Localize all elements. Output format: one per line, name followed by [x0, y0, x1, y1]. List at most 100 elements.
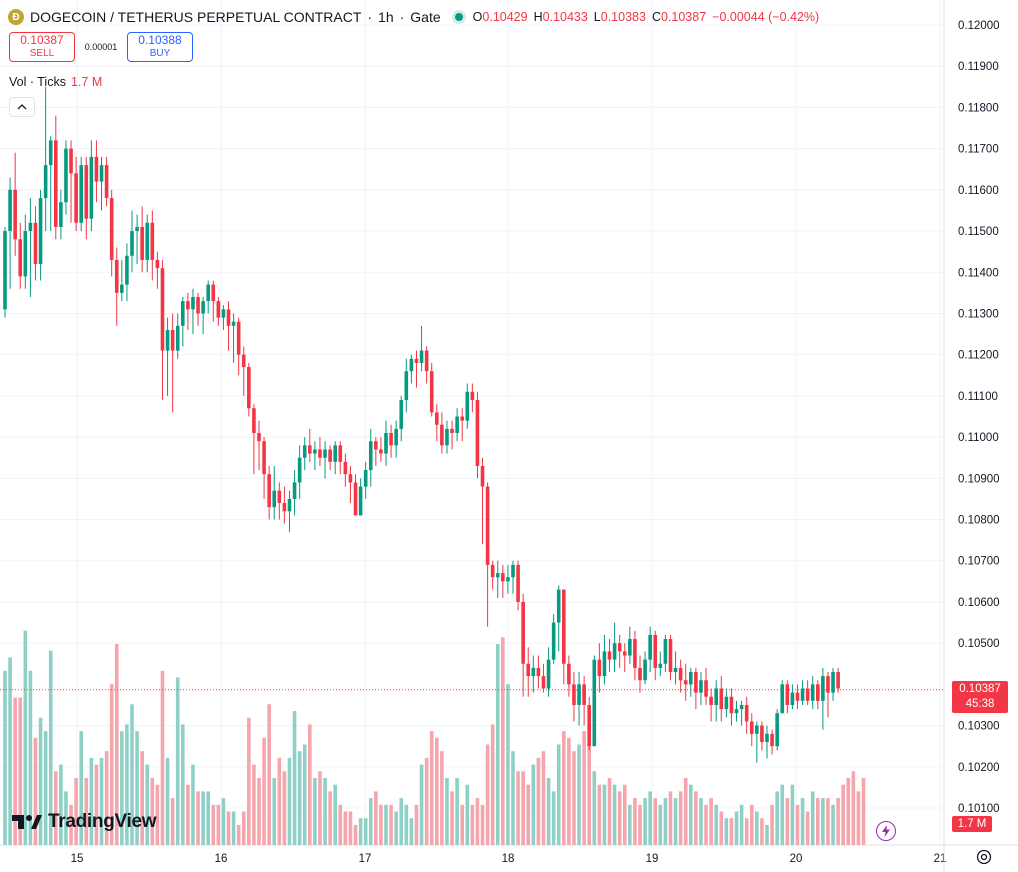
candle-body [414, 358, 419, 363]
volume-bar [414, 804, 419, 845]
volume-bar [84, 778, 89, 845]
volume-bar [689, 784, 693, 845]
volume-bar [704, 804, 708, 845]
candle-body [516, 564, 520, 602]
volume-bar [780, 784, 785, 845]
volume-bar [856, 791, 861, 845]
gear-icon[interactable] [975, 848, 993, 866]
candle-body [348, 474, 353, 483]
volume-bar [160, 670, 165, 845]
lightning-button[interactable] [876, 821, 896, 841]
volume-bar [353, 824, 358, 845]
candle-body [648, 634, 652, 660]
open-value: 0.10429 [482, 10, 528, 24]
candle-body [810, 684, 815, 701]
candle-body [384, 432, 388, 454]
volume-bar [89, 757, 94, 845]
candle-body [694, 672, 698, 693]
candle-body [765, 733, 769, 743]
candle-body [353, 482, 358, 516]
candle-body [114, 259, 119, 293]
volume-bar [765, 824, 769, 845]
volume-bar [368, 798, 373, 845]
candle-body [475, 400, 480, 466]
candle-body [465, 391, 470, 421]
volume-bar [785, 798, 790, 845]
candle-body [805, 688, 810, 701]
sell-button[interactable]: 0.10387 SELL [9, 32, 75, 62]
volume-bar [805, 811, 810, 845]
price-axis-label: 0.11100 [958, 391, 998, 403]
volume-bar [201, 791, 205, 845]
candle-body [135, 226, 139, 232]
time-axis-label: 15 [71, 853, 84, 865]
candle-body [399, 400, 404, 429]
volume-bar [363, 818, 368, 845]
price-axis-label: 0.11400 [958, 267, 999, 279]
candle-body [617, 643, 622, 652]
candle-body [800, 688, 805, 701]
candle-body [43, 165, 48, 199]
candle-body [511, 564, 515, 578]
interval-label[interactable]: 1h [378, 9, 394, 25]
candle-body [582, 684, 586, 705]
volume-bar [348, 811, 353, 845]
volume-bar [221, 798, 226, 845]
candle-body [394, 428, 398, 446]
candle-body [241, 354, 246, 368]
volume-bar [272, 778, 277, 845]
tradingview-branding[interactable]: TradingView [12, 811, 157, 833]
price-axis-label: 0.11300 [958, 308, 999, 320]
volume-legend[interactable]: Vol · Ticks 1.7 M [9, 75, 102, 89]
exchange-label: Gate [410, 9, 441, 25]
volume-bar [328, 791, 332, 845]
buy-button[interactable]: 0.10388 BUY [127, 32, 193, 62]
volume-bar [739, 804, 744, 845]
candle-body [236, 321, 241, 355]
candle-body [668, 639, 673, 673]
candle-body [94, 156, 99, 182]
candle-body [165, 329, 170, 351]
volume-bar [567, 737, 571, 845]
volume-bar [287, 757, 292, 845]
volume-bar [28, 670, 33, 845]
price-axis-label: 0.12000 [958, 20, 1000, 32]
volume-bar [770, 804, 774, 845]
collapse-legend-button[interactable] [9, 97, 35, 117]
price-axis-label: 0.11000 [958, 432, 999, 444]
time-axis-label: 19 [646, 853, 659, 865]
volume-bar [404, 804, 409, 845]
volume-bar [749, 804, 754, 845]
candle-body [455, 416, 459, 433]
volume-bar [429, 731, 434, 845]
volume-bar [455, 778, 459, 845]
candle-body [602, 651, 607, 677]
candle-body [780, 684, 785, 714]
chevron-up-icon [17, 104, 27, 110]
price-axis-label: 0.11700 [958, 144, 999, 156]
volume-bar [760, 818, 764, 845]
candle-body [526, 663, 531, 677]
candle-body [201, 301, 205, 314]
candle-body [592, 659, 597, 747]
volume-bar [3, 670, 7, 845]
volume-bar [277, 757, 282, 845]
volume-bar [216, 804, 221, 845]
price-axis-label: 0.10300 [958, 721, 1000, 733]
volume-bar [724, 818, 729, 845]
volume-bar [440, 751, 444, 845]
candle-body [54, 140, 58, 227]
candle-body [429, 371, 434, 413]
volume-bar [531, 764, 536, 845]
symbol-name[interactable]: DOGECOIN / TETHERUS PERPETUAL CONTRACT [30, 9, 362, 25]
candle-body [287, 498, 292, 512]
volume-bar [475, 798, 480, 845]
candle-body [130, 231, 134, 256]
volume-bar [633, 798, 637, 845]
candle-body [826, 676, 830, 693]
volume-bar [186, 784, 190, 845]
buy-label: BUY [149, 48, 171, 59]
candle-body [252, 408, 256, 433]
price-axis-label: 0.10700 [958, 556, 1000, 568]
